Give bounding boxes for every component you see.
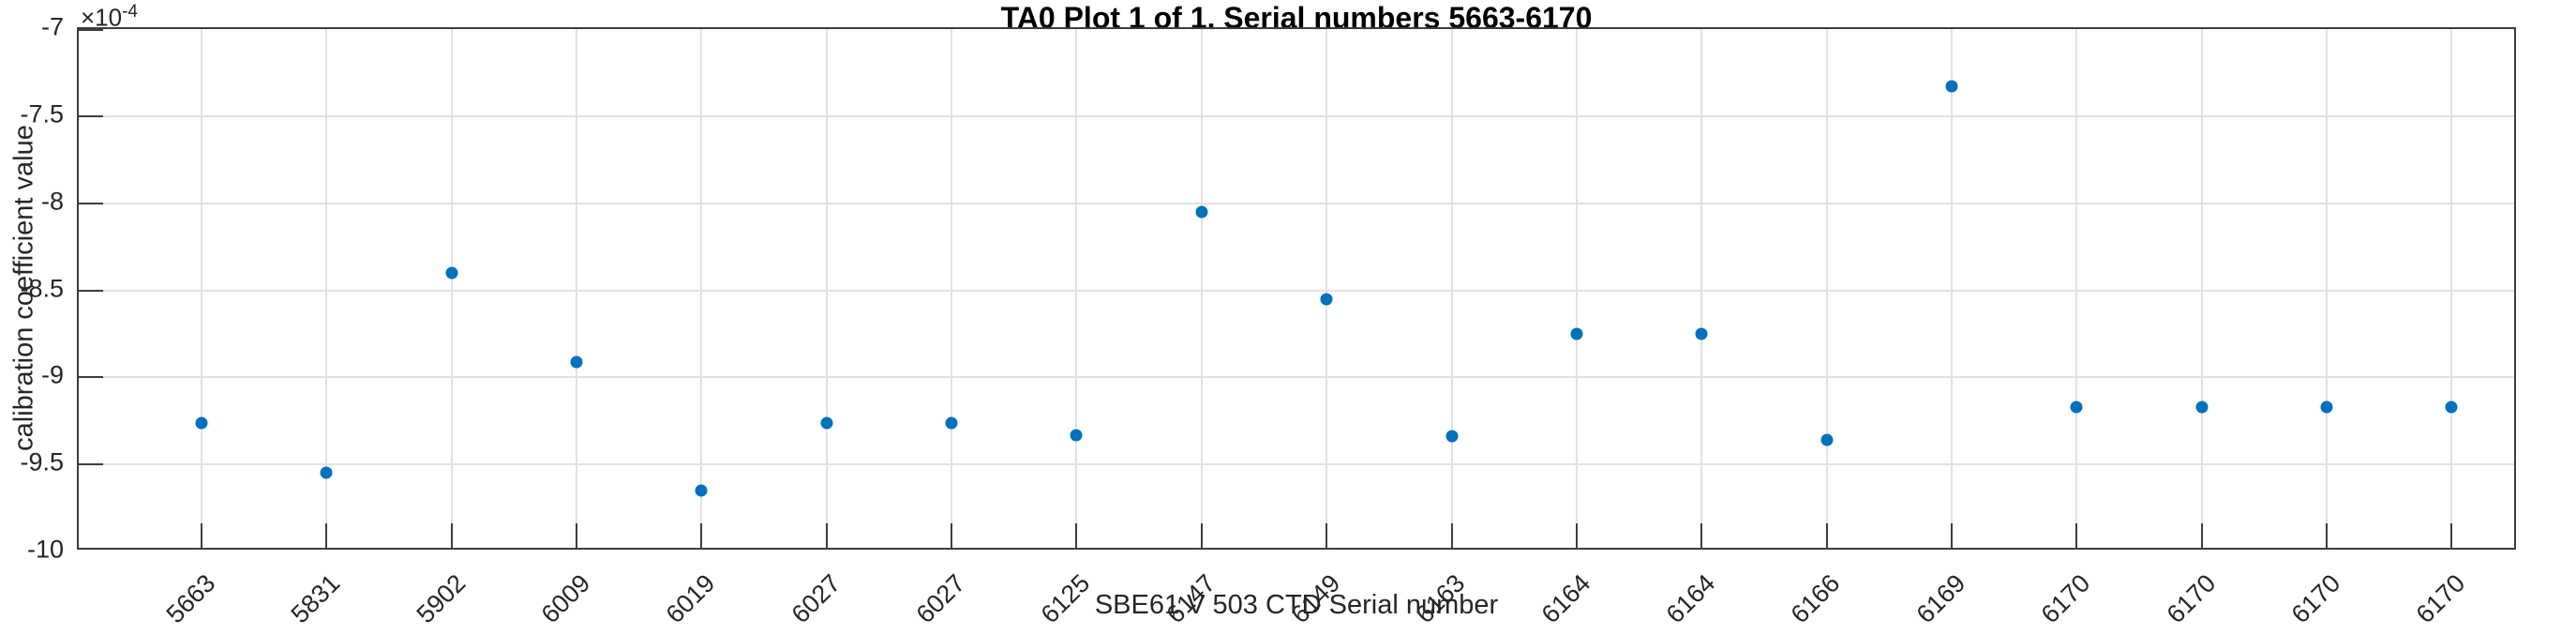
x-tick-mark <box>2075 523 2078 548</box>
h-gridline <box>79 463 2514 466</box>
y-tick-label: -7.5 <box>20 99 64 129</box>
x-tick-mark <box>2325 523 2328 548</box>
x-tick-mark <box>1200 523 1203 548</box>
x-tick-mark <box>700 523 703 548</box>
plot-area <box>77 27 2516 550</box>
data-point <box>695 484 708 497</box>
data-point <box>2445 401 2458 414</box>
y-tick-mark <box>79 289 103 292</box>
x-tick-mark <box>325 523 328 548</box>
x-tick-mark <box>1075 523 1078 548</box>
data-point <box>570 355 583 369</box>
x-tick-mark <box>951 523 953 548</box>
v-gridline <box>2325 29 2328 548</box>
x-tick-mark <box>2200 523 2203 548</box>
x-tick-mark <box>450 523 453 548</box>
y-tick-label: -8.5 <box>20 274 64 302</box>
data-point <box>1195 205 1208 219</box>
v-gridline <box>1825 29 1828 548</box>
v-gridline <box>2075 29 2078 548</box>
y-tick-label: -9.5 <box>20 447 64 476</box>
data-point <box>1070 429 1083 442</box>
data-point <box>2195 401 2209 414</box>
x-tick-mark <box>201 523 202 548</box>
data-point <box>320 466 333 479</box>
y-tick-mark <box>79 202 103 204</box>
x-tick-mark <box>2450 523 2453 548</box>
y-tick-mark <box>79 29 103 31</box>
h-gridline <box>79 202 2514 204</box>
x-tick-mark <box>1325 523 1328 548</box>
data-point <box>1945 80 1958 93</box>
exponent-base: ×10 <box>81 3 123 32</box>
data-point <box>445 266 458 280</box>
y-tick-label: -9 <box>40 360 64 389</box>
x-tick-mark <box>1825 523 1828 548</box>
v-gridline <box>1700 29 1703 548</box>
v-gridline <box>2200 29 2203 548</box>
y-tick-mark <box>79 376 103 379</box>
v-gridline <box>1575 29 1578 548</box>
data-point <box>1320 293 1333 306</box>
x-tick-mark <box>576 523 578 548</box>
data-point <box>945 416 958 430</box>
v-gridline <box>1450 29 1453 548</box>
data-point <box>820 416 833 430</box>
v-gridline <box>700 29 703 548</box>
data-point <box>1695 327 1708 340</box>
h-gridline <box>79 376 2514 379</box>
x-tick-mark <box>1700 523 1703 548</box>
v-gridline <box>825 29 828 548</box>
data-point <box>1820 433 1834 446</box>
y-axis-exponent-label: ×10-4 <box>81 2 138 33</box>
exponent-power: -4 <box>122 2 139 22</box>
data-point <box>2070 401 2083 414</box>
v-gridline <box>2450 29 2453 548</box>
x-tick-mark <box>1575 523 1578 548</box>
y-tick-label: -7 <box>40 12 64 41</box>
y-tick-mark <box>79 114 103 117</box>
y-tick-mark <box>79 548 103 550</box>
y-tick-label: -10 <box>26 535 64 564</box>
v-gridline <box>1200 29 1203 548</box>
y-tick-label: -8 <box>40 187 64 216</box>
h-gridline <box>79 289 2514 292</box>
data-point <box>2320 401 2333 414</box>
v-gridline <box>1325 29 1328 548</box>
v-gridline <box>450 29 453 548</box>
v-gridline <box>201 29 202 548</box>
v-gridline <box>325 29 328 548</box>
h-gridline <box>79 114 2514 117</box>
v-gridline <box>1075 29 1078 548</box>
data-point <box>1445 430 1458 443</box>
v-gridline <box>576 29 578 548</box>
data-point <box>1570 327 1583 340</box>
y-tick-mark <box>79 463 103 466</box>
x-tick-mark <box>1950 523 1953 548</box>
v-gridline <box>951 29 953 548</box>
v-gridline <box>1950 29 1953 548</box>
x-axis-title: SBE61 V 503 CTD Serial number <box>1094 590 1499 620</box>
x-tick-mark <box>825 523 828 548</box>
x-tick-mark <box>1450 523 1453 548</box>
data-point <box>195 416 208 430</box>
